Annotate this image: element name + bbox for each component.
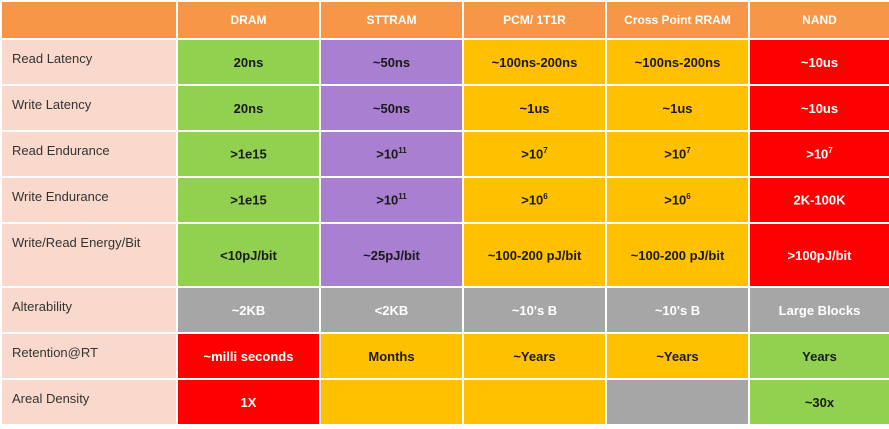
table-cell: ~25pJ/bit xyxy=(319,222,464,288)
table-cell: >1011 xyxy=(319,130,464,178)
table-cell xyxy=(605,378,750,426)
row-label: Write Latency xyxy=(0,84,178,132)
column-header-sttram: STTRAM xyxy=(319,0,464,40)
header-row: DRAM STTRAM PCM/ 1T1R Cross Point RRAM N… xyxy=(0,0,889,40)
table-cell: ~Years xyxy=(605,332,750,380)
table-cell: ~milli seconds xyxy=(176,332,321,380)
table-cell: ~2KB xyxy=(176,286,321,334)
column-header-nand: NAND xyxy=(748,0,889,40)
column-header-pcm: PCM/ 1T1R xyxy=(462,0,607,40)
table-cell: ~10us xyxy=(748,84,889,132)
table-cell: >1011 xyxy=(319,176,464,224)
table-cell xyxy=(462,378,607,426)
table-row: Alterability ~2KB <2KB ~10's B ~10's B L… xyxy=(0,286,889,334)
table-cell: <10pJ/bit xyxy=(176,222,321,288)
table-row: Write Latency 20ns ~50ns ~1us ~1us ~10us xyxy=(0,84,889,132)
row-label: Alterability xyxy=(0,286,178,334)
table-cell: >107 xyxy=(462,130,607,178)
table-cell: ~1us xyxy=(605,84,750,132)
table-cell: >107 xyxy=(605,130,750,178)
table-cell: ~50ns xyxy=(319,84,464,132)
table-cell: ~100-200 pJ/bit xyxy=(462,222,607,288)
corner-cell xyxy=(0,0,178,40)
table-row: Retention@RT ~milli seconds Months ~Year… xyxy=(0,332,889,380)
table-cell: ~100ns-200ns xyxy=(462,38,607,86)
row-label: Write/Read Energy/Bit xyxy=(0,222,178,288)
table-row: Write/Read Energy/Bit <10pJ/bit ~25pJ/bi… xyxy=(0,222,889,288)
table-cell: >100pJ/bit xyxy=(748,222,889,288)
table-cell: Large Blocks xyxy=(748,286,889,334)
table-row: Read Endurance >1e15 >1011 >107 >107 >10… xyxy=(0,130,889,178)
table-row: Write Endurance >1e15 >1011 >106 >106 2K… xyxy=(0,176,889,224)
row-label: Write Endurance xyxy=(0,176,178,224)
table-cell: ~10us xyxy=(748,38,889,86)
table-cell: >1e15 xyxy=(176,130,321,178)
table-cell: ~50ns xyxy=(319,38,464,86)
table-cell: 2K-100K xyxy=(748,176,889,224)
table-cell: >107 xyxy=(748,130,889,178)
table-cell: ~Years xyxy=(462,332,607,380)
table-cell: >106 xyxy=(605,176,750,224)
table-cell: >106 xyxy=(462,176,607,224)
table-cell: 20ns xyxy=(176,38,321,86)
column-header-dram: DRAM xyxy=(176,0,321,40)
table-cell: ~100-200 pJ/bit xyxy=(605,222,750,288)
row-label: Read Endurance xyxy=(0,130,178,178)
table-cell: >1e15 xyxy=(176,176,321,224)
table-cell: Years xyxy=(748,332,889,380)
table-cell: ~10's B xyxy=(605,286,750,334)
table-cell: ~10's B xyxy=(462,286,607,334)
column-header-rram: Cross Point RRAM xyxy=(605,0,750,40)
row-label: Read Latency xyxy=(0,38,178,86)
table-cell: 20ns xyxy=(176,84,321,132)
table-cell: <2KB xyxy=(319,286,464,334)
table-row: Areal Density 1X ~30x xyxy=(0,378,889,426)
row-label: Retention@RT xyxy=(0,332,178,380)
row-label: Areal Density xyxy=(0,378,178,426)
table-cell: 1X xyxy=(176,378,321,426)
table-cell: ~1us xyxy=(462,84,607,132)
table-cell: ~30x xyxy=(748,378,889,426)
table-row: Read Latency 20ns ~50ns ~100ns-200ns ~10… xyxy=(0,38,889,86)
table-cell xyxy=(319,378,464,426)
table-cell: ~100ns-200ns xyxy=(605,38,750,86)
table-cell: Months xyxy=(319,332,464,380)
